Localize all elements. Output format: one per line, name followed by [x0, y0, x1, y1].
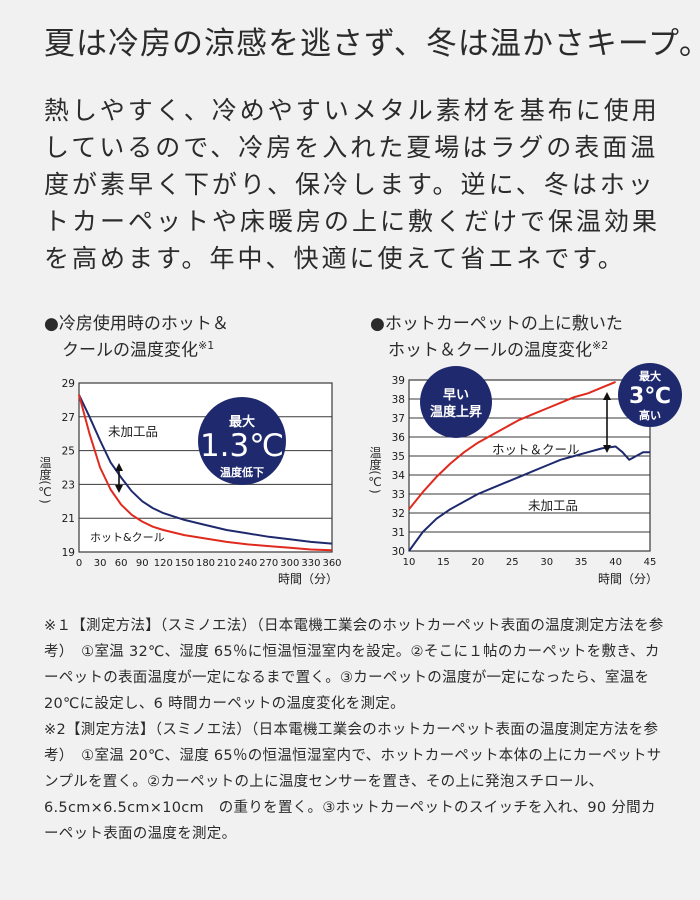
chart1-title-line1: ●冷房使用時のホット＆	[44, 314, 229, 334]
c2-xtick-label: 20	[471, 557, 484, 568]
chart2-label-hotcool: ホット＆クール	[492, 442, 580, 457]
chart2-badge-left: 早い 温度上昇	[420, 366, 492, 438]
c2-ytick-label: 36	[392, 432, 406, 444]
c2-ytick-label: 37	[392, 413, 405, 425]
c1-xtick-label: 0	[76, 558, 82, 569]
c1-xtick-label: 270	[259, 558, 278, 569]
c2-ytick-label: 33	[392, 489, 405, 501]
c2-xtick-label: 30	[540, 557, 553, 568]
chart2-label-untreated: 未加工品	[528, 498, 578, 513]
chart1-ylabel: 温度(℃)	[38, 456, 52, 504]
c1-xtick-label: 120	[154, 558, 173, 569]
c1-series-line-1	[78, 394, 333, 545]
c1-xtick-label: 60	[115, 558, 128, 569]
c2-ytick-label: 39	[392, 375, 405, 387]
c2-ytick-label: 34	[392, 470, 406, 482]
c2-ytick-label: 35	[392, 451, 405, 463]
chart2-badge-right-top: 最大	[639, 369, 661, 383]
chart2-xlabel: 時間（分）	[598, 572, 658, 586]
chart1-tick-labels: 19 21 23 25 27 29 0 30 60 90 120 150 180 210 240 270 300…	[62, 378, 342, 569]
c1-ytick-label: 29	[62, 378, 75, 390]
chart1-badge-top: 最大	[229, 414, 255, 430]
c1-ytick-label: 21	[62, 513, 75, 525]
c2-xtick-label: 35	[575, 557, 588, 568]
chart2-tick-labels: 30 31 32 33 34 35 36 37 38 39 10 15 20 25 30 35 40 45	[392, 375, 657, 568]
c1-ytick-label: 23	[62, 479, 75, 491]
chart1-title-line2: クールの温度変化	[62, 340, 198, 361]
chart1-title-sup: ※1	[198, 339, 215, 352]
c2-ytick-label: 38	[392, 394, 405, 406]
c1-xtick-label: 150	[175, 558, 194, 569]
chart2-badge-right-bottom: 高い	[639, 408, 661, 422]
chart1-badge-bottom: 温度低下	[220, 465, 264, 479]
chart1-xlabel: 時間（分）	[278, 572, 338, 586]
chart2-badge-left-line2: 温度上昇	[430, 404, 482, 420]
c1-ytick-label: 27	[62, 412, 75, 424]
chart2-title: ●ホットカーペットの上に敷いた ホット＆クールの温度変化※2	[370, 313, 623, 362]
c1-ytick-label: 25	[62, 446, 75, 458]
chart1-title: ●冷房使用時のホット＆ クールの温度変化※1	[44, 313, 229, 362]
chart2-badge-left-line1: 早い	[443, 388, 469, 403]
chart1-label-hotcool: ホット&クール	[90, 531, 165, 544]
c1-ytick-label: 19	[62, 547, 75, 559]
chart2-badge-right: 最大 3℃ 高い	[618, 363, 682, 427]
c2-series-line-1	[408, 380, 616, 510]
c2-ytick-label: 30	[392, 546, 405, 558]
lead-paragraph: 熱しやすく、冷めやすいメタル素材を基布に使用しているので、冷房を入れた夏場はラグ…	[44, 96, 661, 273]
c2-ytick-label: 31	[392, 527, 405, 539]
c2-ytick-label: 32	[392, 508, 405, 520]
c1-xtick-label: 330	[301, 558, 320, 569]
chart2: 温度(℃) 30 31 32 33 34 35 36 37 38 39 10 15 20 25 30 35 40…	[368, 363, 682, 586]
headline: 夏は冷房の涼感を逃さず、冬は温かさキープ。	[44, 26, 700, 62]
chart2-title-line1: ●ホットカーペットの上に敷いた	[370, 314, 623, 334]
c1-xtick-label: 300	[280, 558, 299, 569]
c1-xtick-label: 90	[136, 558, 149, 569]
c1-xtick-label: 30	[94, 558, 107, 569]
chart1-series	[78, 394, 333, 552]
c1-xtick-label: 240	[238, 558, 257, 569]
c1-xtick-label: 210	[217, 558, 236, 569]
chart1-gap-arrow	[115, 463, 123, 493]
chart2-gap-arrow	[603, 392, 611, 453]
c1-xtick-label: 180	[196, 558, 215, 569]
chart1-label-untreated: 未加工品	[108, 424, 158, 439]
footnote-1: ※１【測定方法】（スミノエ法）（日本電機工業会のホットカーペット表面の温度測定方…	[44, 618, 664, 712]
chart1: 温度(℃) 19 21 23 25 27 29 0 30 60 90 120 150 180 210 240…	[38, 378, 342, 586]
chart2-badge-right-value: 3℃	[629, 384, 671, 409]
c2-xtick-label: 40	[609, 557, 622, 568]
chart1-badge-value: 1.3℃	[200, 428, 284, 464]
footnotes: ※１【測定方法】（スミノエ法）（日本電機工業会のホットカーペット表面の温度測定方…	[44, 613, 666, 847]
c2-xtick-label: 45	[644, 557, 657, 568]
footnote-2: ※2【測定方法】（スミノエ法）（日本電機工業会のホットカーペット表面の温度測定方…	[44, 722, 662, 842]
c2-series-line-2	[408, 445, 650, 552]
c2-xtick-label: 25	[506, 557, 519, 568]
chart1-badge: 最大 1.3℃ 温度低下	[198, 397, 286, 485]
chart2-title-line2: ホット＆クールの温度変化	[388, 340, 592, 361]
c2-xtick-label: 15	[437, 557, 450, 568]
chart2-ylabel: 温度(℃)	[368, 446, 382, 494]
c1-series-line-2	[78, 394, 333, 552]
chart2-series	[408, 380, 650, 552]
c1-xtick-label: 360	[322, 558, 341, 569]
c2-xtick-label: 10	[403, 557, 416, 568]
chart2-title-sup: ※2	[592, 339, 609, 352]
